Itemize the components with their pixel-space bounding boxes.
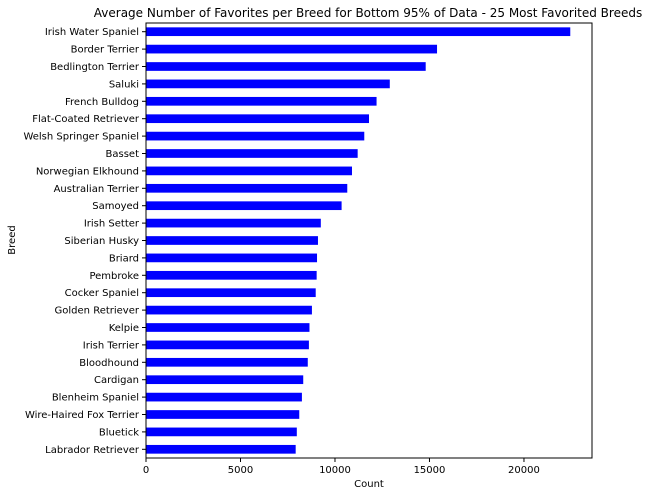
y-tick-label: Basset	[106, 149, 140, 160]
x-tick-label: 0	[143, 465, 149, 476]
bar	[146, 427, 297, 437]
y-tick-label: Kelpie	[109, 323, 139, 334]
y-tick-label: Siberian Husky	[64, 236, 139, 247]
y-axis-ticks: Irish Water Spaniel Border Terrier Bedling…	[23, 27, 146, 456]
bar	[146, 270, 317, 280]
bar	[146, 444, 296, 454]
x-axis-label: Count	[354, 479, 384, 490]
bar	[146, 357, 308, 367]
bars-layer	[146, 27, 571, 454]
y-tick-label: Golden Retriever	[55, 306, 140, 317]
y-tick-label: Bedlington Terrier	[50, 62, 140, 73]
bar	[146, 253, 318, 263]
bar	[146, 27, 571, 37]
y-tick-label: Bloodhound	[79, 358, 139, 369]
bar	[146, 323, 310, 332]
bar	[146, 166, 352, 176]
x-tick-label: 5000	[228, 465, 253, 476]
y-tick-label: Saluki	[109, 79, 139, 90]
y-tick-label: Irish Setter	[84, 219, 140, 230]
y-tick-label: French Bulldog	[65, 97, 139, 108]
plot-frame	[145, 22, 593, 459]
y-tick-label: Pembroke	[89, 271, 139, 282]
y-tick-label: Cardigan	[94, 375, 139, 386]
bar	[146, 340, 309, 350]
bar	[146, 44, 438, 54]
bar	[146, 305, 312, 315]
y-tick-label: Blenheim Spaniel	[52, 393, 139, 404]
y-tick-label: Bluetick	[99, 427, 139, 438]
bar	[146, 149, 358, 158]
y-tick-label: Norwegian Elkhound	[36, 166, 139, 177]
bar	[146, 375, 304, 385]
bar	[146, 62, 426, 71]
chart-title: Average Number of Favorites per Breed fo…	[94, 6, 642, 20]
y-tick-label: Irish Terrier	[83, 340, 140, 351]
bar	[146, 392, 302, 402]
bar	[146, 131, 365, 141]
bar	[146, 96, 377, 106]
y-tick-label: Border Terrier	[71, 45, 140, 56]
y-tick-label: Labrador Retriever	[45, 445, 140, 456]
x-axis-ticks: 0 5000 10000 15000 20000	[143, 458, 540, 476]
bar	[146, 218, 321, 228]
bar	[146, 288, 316, 298]
y-axis-label: Breed	[7, 225, 18, 254]
bar	[146, 201, 342, 211]
y-tick-label: Wire-Haired Fox Terrier	[25, 410, 140, 421]
y-tick-label: Samoyed	[92, 201, 139, 212]
bar	[146, 236, 318, 245]
y-tick-label: Australian Terrier	[54, 184, 140, 195]
bar	[146, 114, 369, 124]
x-tick-label: 10000	[319, 465, 351, 476]
x-tick-label: 15000	[414, 465, 446, 476]
bar	[146, 410, 300, 419]
y-tick-label: Irish Water Spaniel	[45, 27, 139, 38]
y-tick-label: Flat-Coated Retriever	[32, 114, 140, 125]
y-tick-label: Briard	[109, 253, 139, 264]
y-tick-label: Cocker Spaniel	[65, 288, 139, 299]
x-tick-label: 20000	[508, 465, 540, 476]
bar	[146, 183, 348, 193]
bar	[146, 79, 390, 89]
y-tick-label: Welsh Springer Spaniel	[23, 132, 139, 143]
